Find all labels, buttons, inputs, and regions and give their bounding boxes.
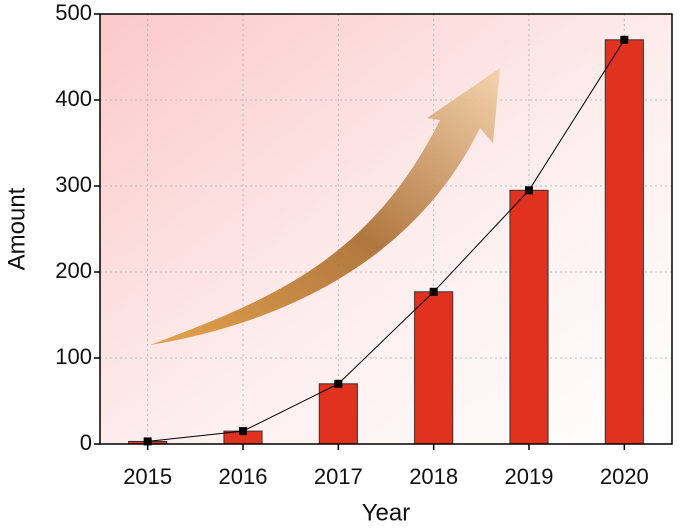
x-tick-label: 2018 — [409, 464, 458, 489]
bar — [604, 39, 644, 445]
line-marker — [334, 379, 343, 388]
x-tick-label: 2020 — [600, 464, 649, 489]
line-marker — [429, 287, 438, 296]
bar — [509, 189, 549, 445]
x-tick-label: 2019 — [505, 464, 554, 489]
trend-arrow — [150, 68, 500, 345]
y-tick-label: 500 — [55, 0, 92, 25]
y-tick-label: 300 — [55, 172, 92, 197]
plot-frame — [99, 13, 673, 445]
x-tick-label: 2015 — [123, 464, 172, 489]
line-marker — [525, 186, 533, 195]
y-tick-label: 100 — [55, 344, 92, 369]
bar — [318, 383, 358, 445]
trend-line — [147, 39, 625, 442]
y-tick-label: 400 — [55, 86, 92, 111]
x-axis-title: Year — [362, 499, 411, 526]
line-marker — [239, 427, 247, 436]
bar — [414, 291, 454, 445]
line-marker — [143, 437, 152, 446]
y-axis-title: Amount — [3, 187, 30, 270]
y-tick-label: 200 — [55, 258, 92, 283]
x-tick-label: 2016 — [219, 464, 268, 489]
y-tick-label: 0 — [80, 430, 92, 455]
line-marker — [620, 35, 629, 44]
x-tick-label: 2017 — [314, 464, 363, 489]
